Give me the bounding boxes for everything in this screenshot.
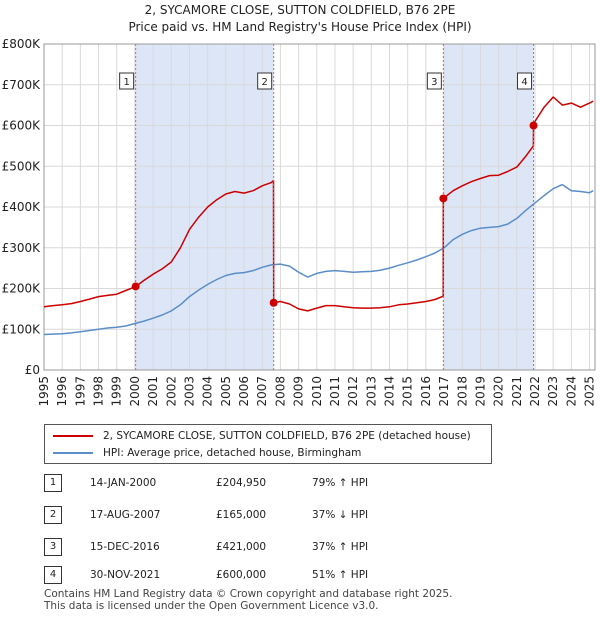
x-tick-label: 2010 <box>310 376 324 407</box>
x-tick-label: 2000 <box>128 376 142 407</box>
sale-point <box>529 121 538 130</box>
x-tick-label: 1998 <box>92 376 106 407</box>
table-row: 1 14-JAN-2000 £204,950 79% ↑ HPI <box>44 474 444 492</box>
sale-label-box <box>119 72 135 90</box>
y-tick-label: £800K <box>2 37 42 51</box>
x-tick-label: 2001 <box>146 376 160 407</box>
chart-title: 2, SYCAMORE CLOSE, SUTTON COLDFIELD, B76… <box>145 3 456 17</box>
x-tick-label: 2008 <box>273 376 287 407</box>
legend-swatch-property <box>53 435 93 437</box>
x-tick-label: 2011 <box>328 376 342 407</box>
x-tick-label: 2013 <box>364 376 378 407</box>
legend-label-property: 2, SYCAMORE CLOSE, SUTTON COLDFIELD, B76… <box>103 430 471 442</box>
x-tick-label: 1997 <box>73 376 87 407</box>
transaction-price: £421,000 <box>216 541 267 553</box>
x-tick-label: 1996 <box>55 376 69 407</box>
x-tick-label: 2025 <box>583 376 597 407</box>
x-tick-label: 2009 <box>292 376 306 407</box>
x-tick-label: 2022 <box>528 376 542 407</box>
transaction-price: £204,950 <box>216 477 267 489</box>
footer-copyright: Contains HM Land Registry data © Crown c… <box>44 588 453 600</box>
y-tick-label: £100K <box>2 322 42 336</box>
x-tick-label: 2023 <box>546 376 560 407</box>
legend-item-hpi: HPI: Average price, detached house, Birm… <box>53 445 361 461</box>
x-tick-label: 2017 <box>437 376 451 407</box>
transaction-date: 14-JAN-2000 <box>90 477 157 489</box>
sale-label: 2 <box>261 77 267 88</box>
y-tick-label: £200K <box>2 282 42 296</box>
transaction-number: 4 <box>44 566 62 584</box>
x-tick-label: 2015 <box>401 376 415 407</box>
transaction-price: £165,000 <box>216 509 267 521</box>
plot-frame <box>43 43 596 371</box>
x-tick-label: 2014 <box>383 376 397 407</box>
x-tick-label: 2005 <box>219 376 233 407</box>
y-tick-label: £0 <box>25 363 40 377</box>
transaction-date: 17-AUG-2007 <box>90 509 161 521</box>
sale-label: 4 <box>521 77 527 88</box>
footer-licence: This data is licensed under the Open Gov… <box>44 600 379 612</box>
transaction-hpi: 51% ↑ HPI <box>312 569 369 581</box>
transaction-hpi: 37% ↓ HPI <box>312 509 369 521</box>
x-tick-label: 2003 <box>182 376 196 407</box>
x-tick-label: 1999 <box>110 376 124 407</box>
sale-point <box>131 282 140 291</box>
series-line <box>43 183 594 336</box>
legend-item-property: 2, SYCAMORE CLOSE, SUTTON COLDFIELD, B76… <box>53 428 471 444</box>
legend-label-hpi: HPI: Average price, detached house, Birm… <box>103 447 362 459</box>
transaction-number: 3 <box>44 538 62 556</box>
x-tick-label: 2006 <box>237 376 251 407</box>
x-tick-label: 2004 <box>201 376 215 407</box>
x-tick-label: 2002 <box>164 376 178 407</box>
x-tick-label: 2019 <box>473 376 487 407</box>
y-tick-label: £400K <box>2 200 42 214</box>
transaction-date: 15-DEC-2016 <box>90 541 160 553</box>
transaction-price: £600,000 <box>216 569 267 581</box>
x-tick-label: 2018 <box>455 376 469 407</box>
transaction-hpi: 79% ↑ HPI <box>312 477 369 489</box>
x-tick-label: 1995 <box>37 376 51 407</box>
sale-point <box>269 298 278 307</box>
table-row: 4 30-NOV-2021 £600,000 51% ↑ HPI <box>44 566 444 584</box>
y-tick-label: £300K <box>2 241 42 255</box>
y-tick-label: £500K <box>2 159 42 173</box>
transaction-hpi: 37% ↑ HPI <box>312 541 369 553</box>
footer: Contains HM Land Registry data © Crown c… <box>44 588 452 612</box>
sale-label: 3 <box>431 77 437 88</box>
chart-subtitle: Price paid vs. HM Land Registry's House … <box>128 20 471 34</box>
table-row: 3 15-DEC-2016 £421,000 37% ↑ HPI <box>44 538 444 556</box>
transaction-date: 30-NOV-2021 <box>90 569 161 581</box>
x-tick-label: 2012 <box>346 376 360 407</box>
legend: 2, SYCAMORE CLOSE, SUTTON COLDFIELD, B76… <box>44 424 492 464</box>
transaction-number: 1 <box>44 474 62 492</box>
legend-swatch-hpi <box>53 452 93 454</box>
x-tick-label: 2016 <box>419 376 433 407</box>
sale-label-box <box>517 72 533 90</box>
y-tick-label: £600K <box>2 119 42 133</box>
y-tick-label: £700K <box>2 78 42 92</box>
sale-label-box <box>257 72 273 90</box>
sale-label-box <box>426 72 442 90</box>
x-tick-label: 2007 <box>255 376 269 407</box>
x-tick-label: 2020 <box>492 376 506 407</box>
x-tick-label: 2021 <box>510 376 524 407</box>
sale-point <box>439 194 448 203</box>
sale-label: 1 <box>123 77 129 88</box>
x-tick-label: 2024 <box>564 376 578 407</box>
series-line <box>43 96 594 312</box>
transaction-number: 2 <box>44 506 62 524</box>
price-chart: 2, SYCAMORE CLOSE, SUTTON COLDFIELD, B76… <box>2 3 597 407</box>
table-row: 2 17-AUG-2007 £165,000 37% ↓ HPI <box>44 506 444 524</box>
